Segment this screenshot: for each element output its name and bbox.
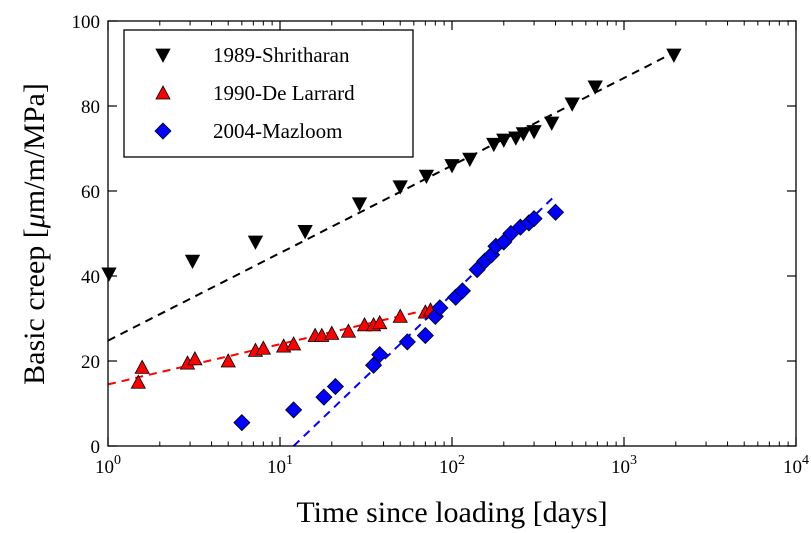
y-axis-label-suffix: m/m/MPa]: [18, 83, 51, 213]
y-tick-label: 80: [81, 97, 100, 118]
y-tick-label: 0: [91, 437, 101, 458]
data-point: [340, 323, 357, 338]
data-point: [666, 48, 682, 63]
legend: 1989-Shritharan 1990-De Larrard 2004-Maz…: [123, 29, 414, 158]
legend-marker: [154, 122, 172, 140]
y-axis-label-prefix: Basic creep [: [18, 228, 51, 385]
legend-label-de-larrard: 1990-De Larrard: [213, 81, 355, 105]
data-point: [416, 326, 434, 345]
data-point: [365, 356, 383, 374]
data-point: [101, 267, 117, 282]
data-point: [184, 254, 201, 269]
tick-labels: 100 101 102 103 104 0 20 40 60 80 100: [72, 12, 810, 478]
data-point: [587, 80, 603, 95]
data-point: [462, 152, 478, 167]
axis-ticks: [107, 20, 797, 447]
data-point: [134, 359, 150, 374]
y-axis-label: Basic creep [μm/m/MPa]: [18, 83, 51, 385]
fit-line-2004-mazloom: [292, 194, 557, 447]
data-point: [525, 210, 543, 228]
y-tick-label: 20: [81, 352, 100, 373]
data-point: [526, 125, 542, 140]
data-point: [544, 116, 560, 131]
x-tick-label: 104: [783, 453, 809, 478]
data-point: [324, 325, 340, 340]
x-tick-label: 101: [267, 453, 293, 478]
data-point: [392, 180, 408, 195]
data-point: [546, 203, 565, 221]
data-point: [392, 308, 408, 323]
y-axis-label-mu: μ: [18, 213, 51, 229]
data-point: [285, 401, 303, 419]
data-point: [418, 169, 435, 184]
x-tick-label: 103: [611, 453, 637, 478]
data-points: [101, 48, 682, 432]
data-point: [486, 137, 502, 153]
data-point: [496, 133, 512, 148]
legend-marker: [155, 85, 171, 100]
data-point: [398, 333, 416, 351]
x-tick-label: 100: [95, 453, 121, 478]
data-point: [453, 282, 472, 300]
y-tick-label: 100: [72, 12, 101, 33]
data-point: [564, 97, 580, 112]
x-tick-label: 102: [439, 453, 465, 478]
data-point: [515, 127, 532, 142]
data-point: [326, 377, 344, 396]
data-point: [297, 224, 313, 240]
data-point: [431, 299, 449, 317]
data-point: [255, 340, 272, 355]
data-point: [444, 159, 460, 174]
fit-line-1990-de-larrard: [107, 306, 436, 386]
y-tick-label: 40: [81, 267, 100, 288]
data-point: [285, 336, 302, 351]
data-point: [233, 414, 251, 432]
legend-label-mazloom: 2004-Mazloom: [213, 119, 342, 143]
y-tick-label: 60: [81, 182, 100, 203]
data-point: [130, 374, 146, 389]
data-point: [187, 351, 203, 366]
data-point: [247, 235, 264, 250]
legend-marker: [155, 48, 171, 63]
data-point: [508, 131, 524, 146]
data-point: [351, 197, 368, 212]
x-axis-label: Time since loading [days]: [296, 496, 607, 529]
data-point: [315, 388, 333, 406]
data-point: [371, 346, 389, 364]
legend-box: [123, 29, 414, 158]
legend-symbols: [154, 48, 172, 140]
data-point: [220, 353, 236, 368]
data-point: [372, 314, 388, 330]
legend-label-shritharan: 1989-Shritharan: [213, 43, 350, 67]
